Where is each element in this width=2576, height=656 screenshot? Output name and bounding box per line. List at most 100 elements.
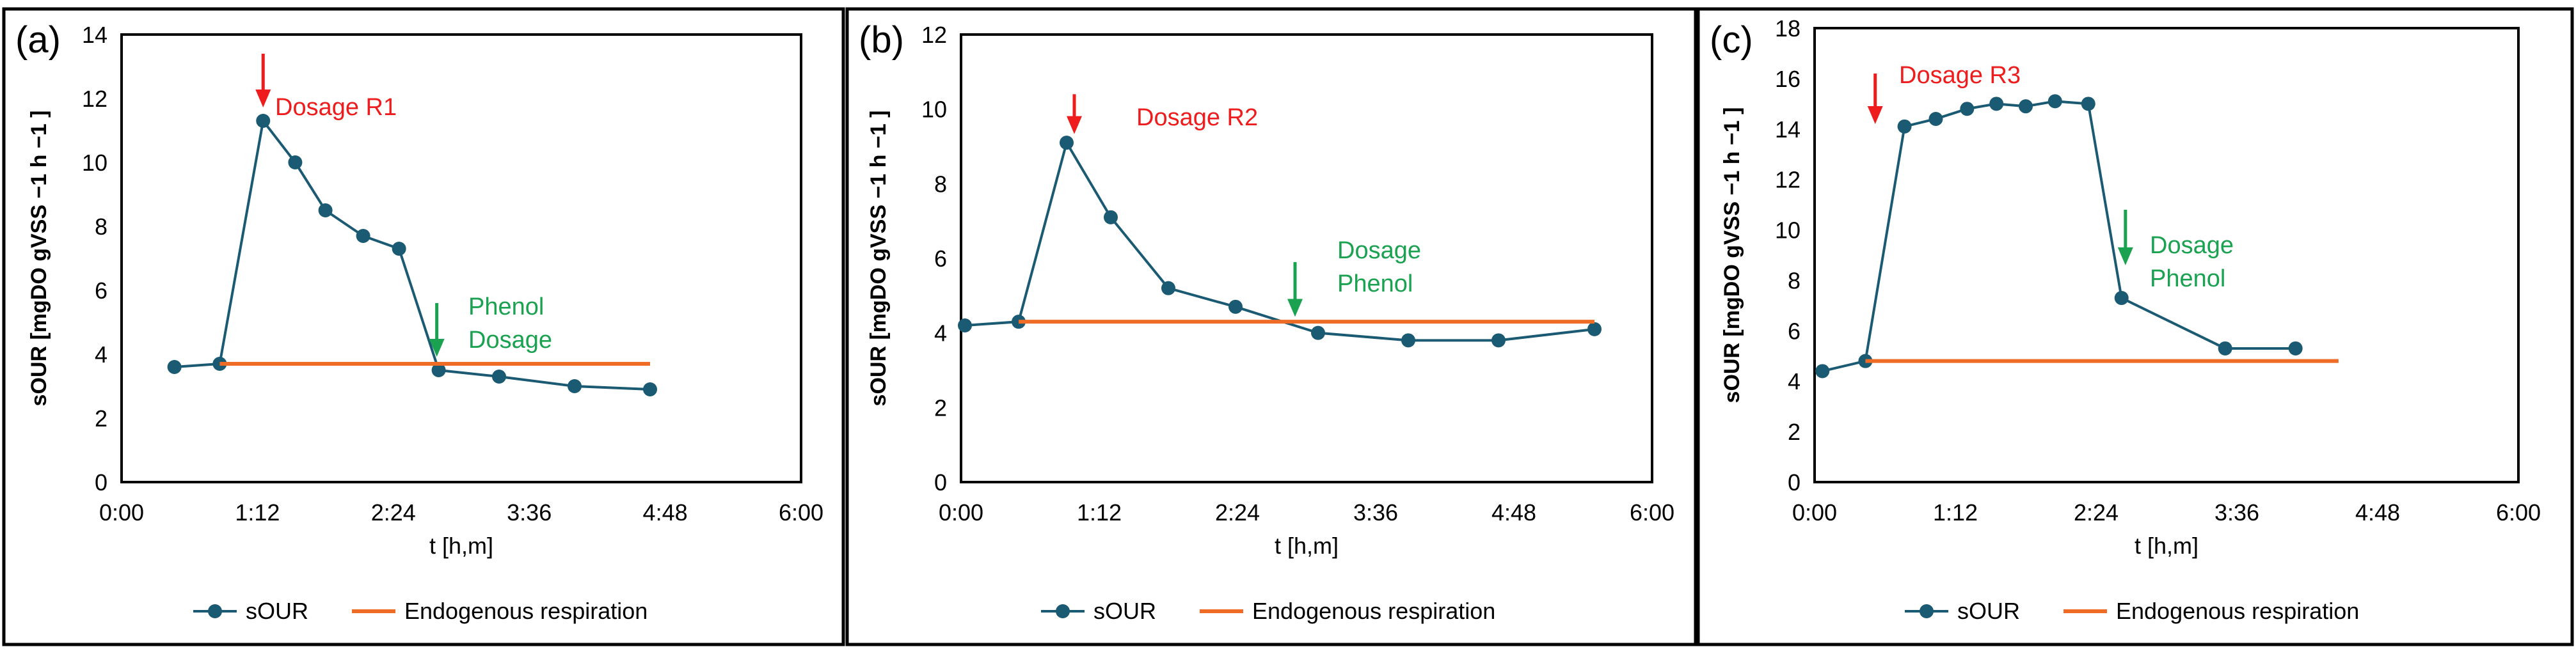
- y-tick-label: 18: [1775, 15, 1801, 42]
- y-tick-label: 10: [921, 97, 947, 123]
- data-point: [167, 360, 182, 374]
- data-point: [2019, 99, 2033, 114]
- data-point: [568, 379, 582, 393]
- y-tick-label: 2: [95, 405, 107, 432]
- x-tick-label: 2:24: [2074, 499, 2119, 526]
- data-point: [1989, 97, 2004, 111]
- x-tick-label: 0:00: [1792, 499, 1837, 526]
- annotation-arrow-head: [255, 90, 271, 107]
- x-tick-label: 1:12: [235, 499, 280, 526]
- x-tick-label: 6:00: [779, 499, 823, 526]
- y-tick-label: 4: [95, 341, 107, 368]
- data-point: [356, 229, 370, 243]
- legend-label-sOUR: sOUR: [246, 598, 308, 624]
- annotation-text: Phenol: [1337, 270, 1413, 297]
- x-tick-label: 2:24: [371, 499, 416, 526]
- y-tick-label: 14: [1775, 116, 1801, 143]
- x-tick-label: 4:48: [643, 499, 688, 526]
- annotation-arrow-head: [2117, 247, 2133, 265]
- chart-panel-b: (b) 0 2 4 6 8 10 12 0:00 1:12 2:24 3:36 4:48 6:00 t [h…: [845, 7, 1697, 646]
- y-tick-label: 4: [934, 320, 947, 347]
- annotation-text: Dosage R2: [1136, 104, 1258, 131]
- y-tick-label: 0: [1788, 469, 1801, 496]
- annotation-text: Dosage: [1337, 237, 1421, 264]
- y-tick-label: 8: [934, 171, 947, 197]
- y-tick-label: 8: [1788, 267, 1801, 293]
- x-tick-label: 4:48: [1491, 499, 1536, 526]
- x-tick-label: 6:00: [2496, 499, 2541, 526]
- data-point: [1401, 333, 1415, 348]
- series-line-sOUR: [964, 139, 1595, 342]
- legend-label-endogenous-respiration: Endogenous respiration: [404, 598, 648, 624]
- data-point: [1161, 281, 1175, 295]
- plot-area: [960, 33, 1653, 483]
- y-tick-label: 16: [1775, 66, 1801, 92]
- annotation-arrow-head: [1287, 299, 1303, 317]
- y-tick-label: 6: [95, 277, 107, 304]
- x-tick-label: 2:24: [1215, 499, 1260, 526]
- x-tick-label: 4:48: [2355, 499, 2400, 526]
- y-tick-label: 10: [82, 150, 107, 176]
- annotation-text: Dosage: [2150, 232, 2234, 259]
- data-point: [2047, 94, 2062, 109]
- plot-area: [120, 33, 802, 483]
- x-tick-label: 1:12: [1077, 499, 1122, 526]
- legend-label-endogenous-respiration: Endogenous respiration: [2116, 598, 2359, 624]
- legend-label-sOUR: sOUR: [1093, 598, 1156, 624]
- legend-label-endogenous-respiration: Endogenous respiration: [1252, 598, 1495, 624]
- data-point: [1897, 119, 1912, 134]
- data-point: [1491, 333, 1506, 348]
- data-point: [256, 114, 271, 128]
- data-point: [288, 155, 303, 169]
- y-tick-label: 6: [1788, 318, 1801, 344]
- annotation-arrow-head: [1067, 116, 1082, 134]
- y-tick-label: 12: [921, 22, 947, 48]
- data-point: [431, 363, 446, 377]
- data-point: [643, 382, 657, 396]
- data-point: [1311, 325, 1325, 340]
- y-axis-title: sOUR [mgDO gVSS −1 h −1 ]: [1720, 107, 1744, 403]
- data-point: [1060, 136, 1074, 150]
- plot-area: [1813, 27, 2520, 483]
- chart-panel-c: (c) 0 2 4 6 8 10 12 14 16 18 0:00 1:12 2:24 3:36 4:48 6:…: [1696, 7, 2574, 646]
- annotation-text: Dosage R1: [275, 94, 397, 121]
- data-point: [1815, 364, 1830, 379]
- y-tick-label: 4: [1788, 368, 1801, 394]
- y-tick-label: 14: [82, 22, 107, 48]
- panel-frame: [2, 7, 845, 646]
- y-tick-label: 0: [95, 469, 107, 496]
- annotation-text: Phenol: [2150, 265, 2225, 292]
- x-tick-label: 6:00: [1630, 499, 1674, 526]
- y-tick-label: 2: [934, 394, 947, 421]
- y-axis-title: sOUR [mgDO gVSS −1 h −1 ]: [866, 111, 891, 407]
- data-point: [2218, 341, 2232, 355]
- y-tick-label: 2: [1788, 419, 1801, 445]
- annotation-text: Phenol: [468, 293, 544, 320]
- data-point: [1928, 112, 1943, 126]
- legend-marker-sOUR: [1920, 604, 1934, 618]
- data-point: [1104, 210, 1118, 224]
- panel-frame: [1696, 7, 2574, 646]
- x-axis-title: t [h,m]: [429, 533, 493, 559]
- data-point: [1587, 322, 1602, 336]
- legend-marker-sOUR: [1056, 604, 1070, 618]
- annotation-arrow-head: [1867, 105, 1883, 124]
- data-point: [1960, 102, 1975, 116]
- x-axis-title: t [h,m]: [2135, 533, 2198, 559]
- y-tick-label: 12: [82, 86, 107, 112]
- y-axis-title: sOUR [mgDO gVSS −1 h −1 ]: [27, 111, 51, 407]
- data-point: [2114, 291, 2129, 306]
- annotation-text: Dosage: [468, 327, 552, 354]
- x-tick-label: 3:36: [2214, 499, 2259, 526]
- data-point: [492, 370, 506, 384]
- data-point: [392, 242, 406, 256]
- panel-label: (b): [859, 19, 904, 61]
- y-tick-label: 0: [934, 469, 947, 496]
- y-tick-label: 6: [934, 246, 947, 272]
- panel-label: (a): [15, 19, 61, 61]
- annotation-text: Dosage R3: [1899, 62, 2021, 89]
- data-point: [1228, 299, 1243, 314]
- x-tick-label: 3:36: [507, 499, 552, 526]
- panel-label: (c): [1710, 19, 1753, 61]
- x-tick-label: 0:00: [99, 499, 144, 526]
